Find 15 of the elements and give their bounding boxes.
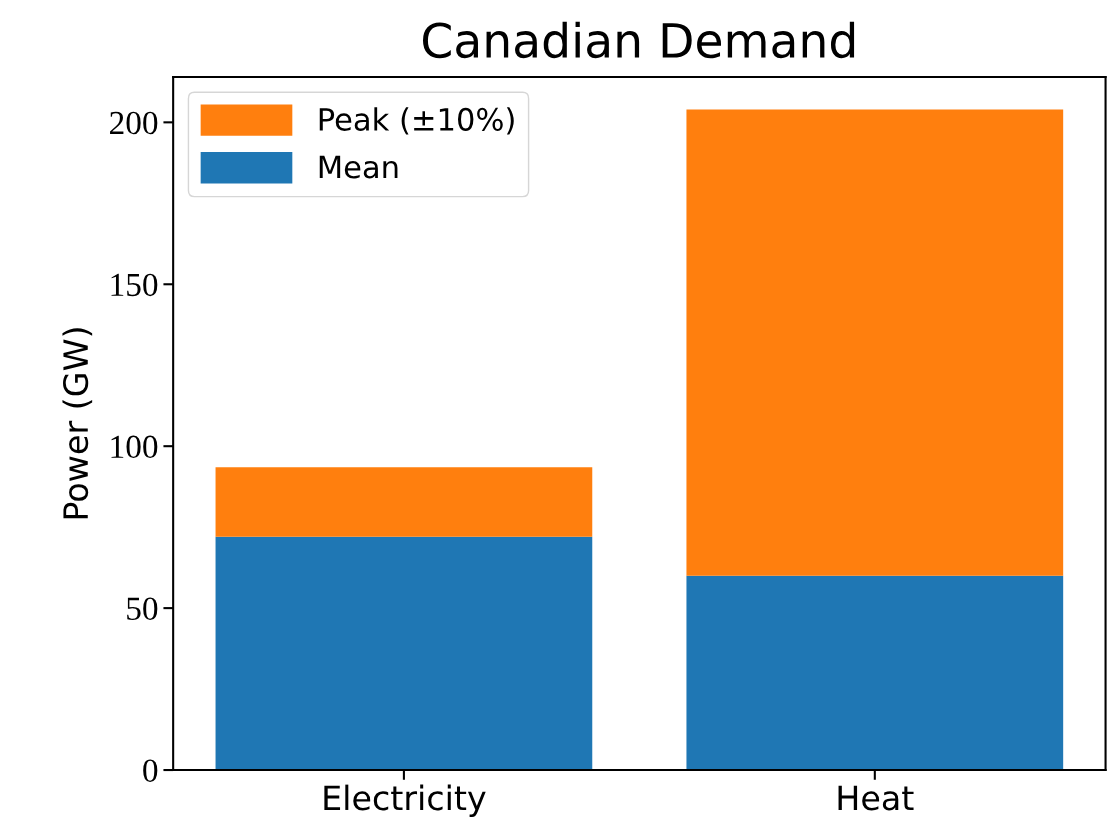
bar bbox=[215, 467, 593, 537]
y-tick-label: 200 bbox=[110, 111, 158, 135]
bar bbox=[686, 575, 1064, 771]
y-tick-label: 50 bbox=[127, 597, 158, 621]
y-axis-title: Power (GW) bbox=[62, 328, 93, 519]
bar bbox=[215, 536, 593, 771]
legend-label: Mean bbox=[319, 155, 398, 179]
y-tick-label: 100 bbox=[111, 435, 158, 459]
chart-title: Canadian Demand bbox=[423, 21, 855, 59]
y-tick-label: 0 bbox=[143, 759, 158, 782]
legend-label: Peak (±10%) bbox=[319, 107, 514, 135]
x-tick-label: Electricity bbox=[324, 784, 486, 817]
y-tick-label: 150 bbox=[111, 273, 158, 297]
x-tick-label: Heat bbox=[838, 785, 914, 811]
bar bbox=[686, 109, 1064, 576]
